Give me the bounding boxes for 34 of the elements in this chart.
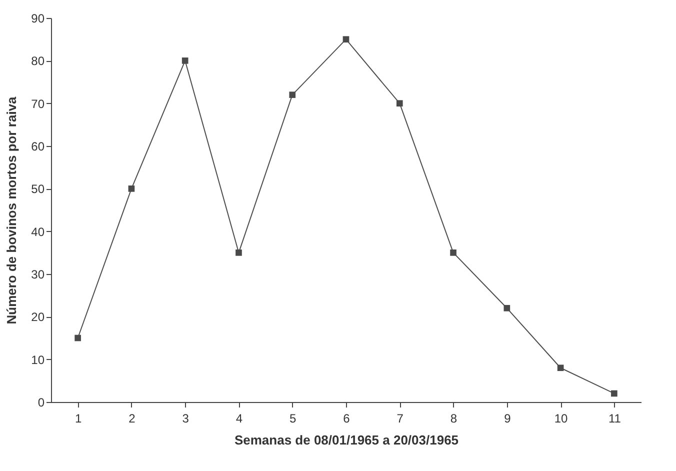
x-tick-label: 7 (396, 412, 404, 426)
y-tick-label: 70 (31, 96, 45, 111)
x-tick-label: 10 (554, 412, 568, 426)
x-tick-label: 3 (182, 412, 190, 426)
x-tick-label: 2 (128, 412, 136, 426)
x-axis-title: Semanas de 08/01/1965 a 20/03/1965 (234, 432, 459, 448)
y-axis-title: Número de bovinos mortos por raiva (4, 96, 20, 324)
point (236, 250, 242, 256)
point (289, 92, 296, 98)
point (396, 100, 403, 106)
point (128, 186, 135, 192)
y-tick-label: 80 (31, 54, 45, 68)
y-tick-label: 40 (31, 224, 45, 239)
point (74, 334, 81, 342)
x-tick-label: 6 (343, 412, 350, 426)
point (182, 58, 188, 64)
point (557, 364, 564, 372)
x-tick-label: 9 (504, 412, 512, 426)
y-tick-label: 60 (31, 140, 45, 154)
y-tick-label: 0 (38, 396, 45, 410)
y-tick-label: 10 (31, 352, 45, 367)
point (504, 304, 510, 312)
y-tick-label: 90 (31, 12, 45, 26)
x-tick-label: 1 (74, 412, 82, 426)
point (450, 250, 456, 256)
x-tick-label: 11 (608, 412, 622, 426)
x-tick-label: 5 (290, 412, 297, 426)
x-tick-label: 4 (236, 412, 243, 426)
point (342, 36, 350, 42)
point (611, 390, 618, 397)
y-tick-label: 20 (31, 310, 45, 324)
y-tick-label: 30 (31, 268, 45, 282)
y-tick-label: 50 (31, 182, 45, 196)
x-tick-label: 8 (450, 412, 458, 426)
